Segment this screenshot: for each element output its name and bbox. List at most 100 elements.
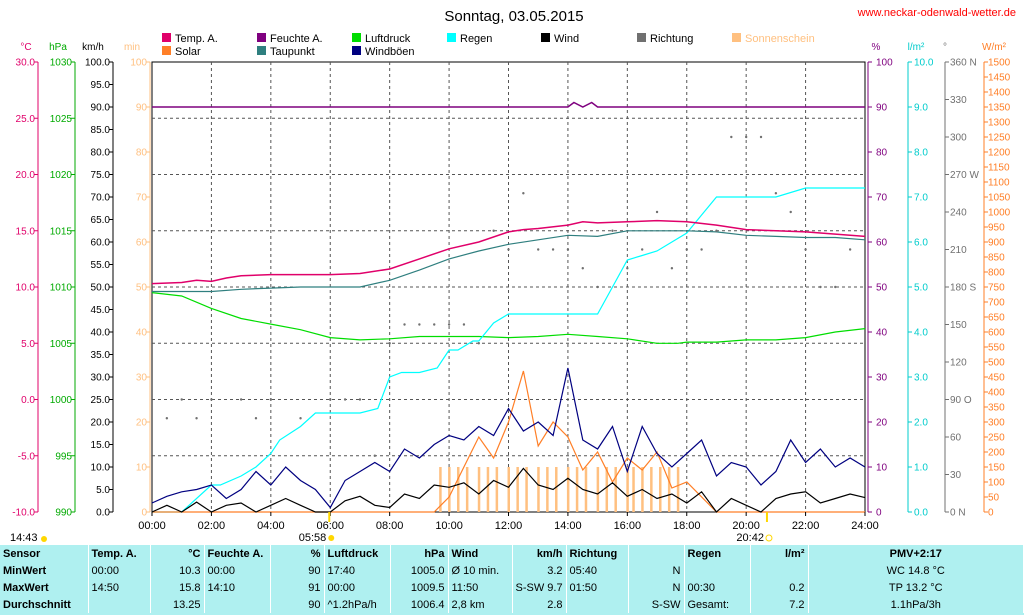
axis-tick-label-rain: 8.0 [914,148,928,159]
axis-tick-label-solar: 1250 [988,133,1011,144]
axis-tick-label-kmh: 20.0 [91,418,111,429]
axis-tick-label-min: 90 [136,103,148,114]
x-axis-tick-label: 10:00 [435,520,463,532]
stats-panel: Sensor Temp. A. °C Feuchte A. % Luftdruc… [0,545,1024,615]
axis-tick-label-pct: 20 [876,418,888,429]
axis-tick-label-temp: 10.0 [16,283,36,294]
axis-tick-label-solar: 1350 [988,103,1011,114]
axis-tick-label-rain: 5.0 [914,283,928,294]
axis-tick-label-pct: 50 [876,283,888,294]
direction-point [537,248,540,251]
chart-title: Sonntag, 03.05.2015 [444,8,583,25]
header-rain: Regen [684,545,751,562]
legend-swatch [541,33,550,42]
wind-value: 3.2 [512,562,567,579]
direction-point [581,267,584,270]
axis-tick-label-solar: 1150 [988,163,1010,174]
direction-value: N [628,579,685,596]
temp-value: 15.8 [150,579,205,596]
x-axis-tick-label: 00:00 [138,520,166,532]
axis-tick-label-pct: 10 [876,463,888,474]
axis-tick-label-min: 30 [136,373,148,384]
axis-tick-label-kmh: 15.0 [91,440,111,451]
axis-tick-label-pct: 80 [876,148,888,159]
sunshine-bar [495,467,499,512]
axis-tick-label-min: 50 [136,283,148,294]
axis-tick-label-solar: 650 [988,313,1005,324]
wind-label: Ø 10 min. [448,562,513,579]
axis-tick-label-solar: 350 [988,403,1005,414]
axis-tick-label-solar: 1300 [988,118,1011,129]
axis-tick-label-pct: 0 [876,508,882,519]
axis-tick-label-kmh: 30.0 [91,373,111,384]
header-direction-unit [628,545,685,562]
pmv-value: TP 13.2 °C [808,579,1024,596]
series-line-wind [151,467,866,513]
direction-point [254,417,258,420]
axis-tick-label-kmh: 60.0 [91,238,111,249]
legend-swatch [257,33,266,42]
x-axis: 00:00 02:00 04:00 06:00 08:00 10:00 12:00 14:00… [138,512,879,532]
axis-tick-label-min: 0 [141,508,147,519]
axis-tick-label-pct: 70 [876,193,888,204]
header-wind: Wind [448,545,513,562]
axis-tick-label-kmh: 35.0 [91,350,111,361]
sunset-icon [765,534,773,542]
direction-point [774,192,778,195]
axis-tick-label-hpa: 1030 [50,58,73,69]
direction-point [685,248,688,251]
axis-tick-label-solar: 1200 [988,148,1011,159]
axis-tick-label-solar: 500 [988,358,1005,369]
axis-tick-label-solar: 600 [988,328,1005,339]
direction-point [715,229,718,232]
direction-value: N [628,562,685,579]
legend-label: Regen [460,33,492,45]
axis-tick-label-rain: 2.0 [914,418,928,429]
axis-tick-label-kmh: 100.0 [85,58,110,69]
header-wind-unit: km/h [512,545,567,562]
axis-tick-label-solar: 1500 [988,58,1011,69]
axis-tick-label-solar: 50 [988,493,1000,504]
pmv-value: WC 14.8 °C [808,562,1024,579]
sunset-time: 20:42 [736,532,764,544]
direction-point [418,323,421,326]
x-axis-tick-label: 16:00 [614,520,642,532]
sunshine-bar [456,467,460,512]
header-temp-unit: °C [150,545,205,562]
direction-point [848,248,852,251]
direction-point [195,417,198,420]
axis-unit-pct: % [872,42,881,53]
axis-tick-label-min: 20 [136,418,148,429]
direction-point [358,398,362,401]
humidity-time: 14:10 [204,579,271,596]
rain-time: 00:30 [684,579,751,596]
legend-label: Luftdruck [365,33,411,45]
temp-time [88,596,151,613]
direction-point [640,248,644,251]
legend-swatch [732,33,741,42]
direction-point [373,454,377,457]
axis-tick-label-kmh: 80.0 [91,148,111,159]
legend-label: Windböen [365,46,415,58]
axis-tick-label-dir: 240 [950,208,967,219]
axis-unit-min: min [124,42,140,53]
axis-tick-label-solar: 950 [988,223,1005,234]
axis-tick-label-solar: 850 [988,253,1005,264]
rain-time: Gesamt: [684,596,751,613]
axis-unit-dir: ° [943,42,947,53]
legend: Temp. A.Solar Feuchte A.Taupunkt Luftdruck… [162,33,815,58]
legend-swatch [352,46,361,55]
axis-tick-label-rain: 10.0 [914,58,934,69]
x-axis-tick-label: 06:00 [316,520,344,532]
wind-label: 2,8 km [448,596,513,613]
sunrise-time: 05:58 [299,532,327,544]
wind-value: 2.8 [512,596,567,613]
axis-tick-label-rain: 4.0 [914,328,928,339]
axis-tick-label-solar: 150 [988,463,1005,474]
stats-row-average: Durchschnitt 13.25 90 ^1.2hPa/h 1006.4 2… [0,596,1024,613]
direction-point [566,248,570,251]
axis-tick-label-solar: 1100 [988,178,1010,189]
axis-tick-label-temp: -5.0 [18,451,36,462]
website-label: www.neckar-odenwald-wetter.de [857,7,1016,19]
axis-tick-label-kmh: 0.0 [96,508,110,519]
